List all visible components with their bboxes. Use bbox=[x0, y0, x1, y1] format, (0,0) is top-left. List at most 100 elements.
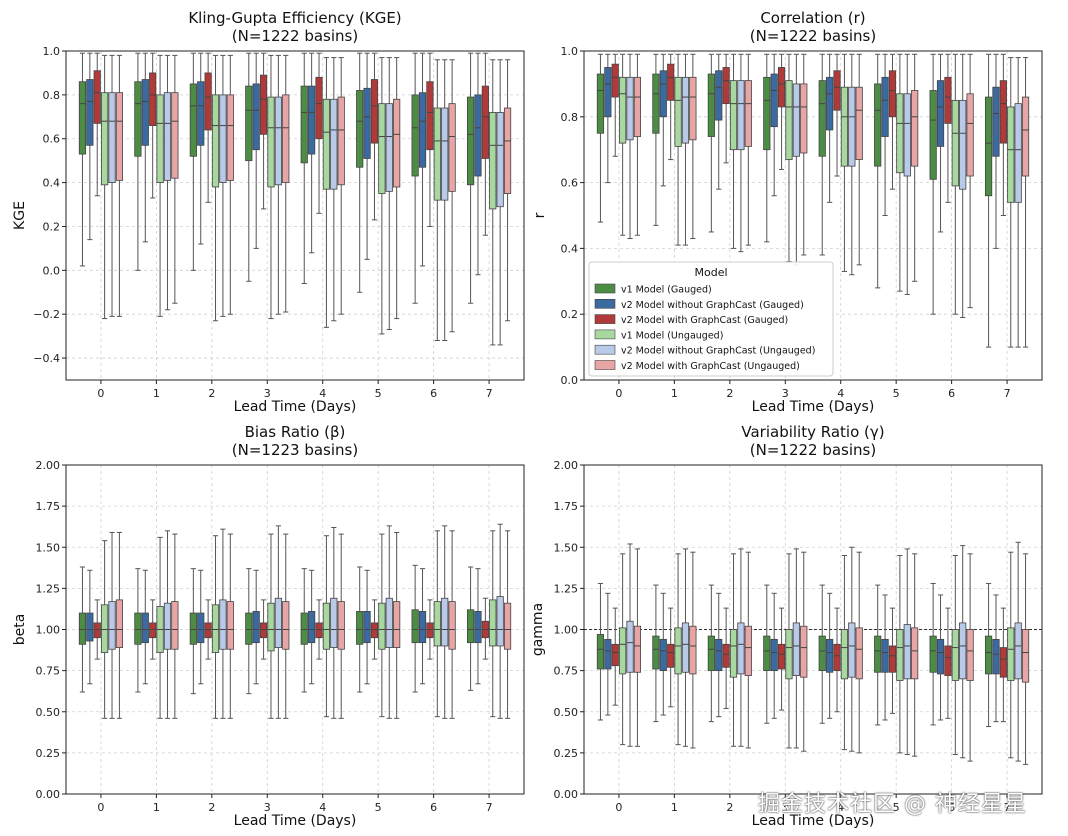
y-tick-label: 1.25 bbox=[36, 582, 61, 595]
box-gamma-s0-c0 bbox=[596, 582, 605, 721]
box-body bbox=[315, 76, 323, 140]
legend-swatch bbox=[594, 298, 616, 309]
box-kge-s2-c2 bbox=[204, 52, 212, 203]
box-body bbox=[300, 612, 308, 645]
box-body bbox=[792, 83, 800, 157]
box-body bbox=[596, 634, 605, 670]
chart-title-line: (N=1222 basins) bbox=[750, 441, 876, 459]
box-beta-s5-c2 bbox=[226, 533, 234, 719]
box-r-s3-c1 bbox=[674, 53, 682, 246]
box-kge-s0-c7 bbox=[466, 52, 475, 304]
box-body bbox=[108, 601, 116, 650]
box-kge-s0-c5 bbox=[356, 52, 364, 293]
box-body bbox=[777, 643, 786, 670]
box-body bbox=[282, 94, 290, 183]
box-beta-s0-c1 bbox=[134, 568, 142, 693]
box-beta-s2-c6 bbox=[426, 599, 434, 660]
x-axis-label: Lead Time (Days) bbox=[752, 813, 875, 829]
x-tick-label: 6 bbox=[430, 387, 437, 400]
legend-label: v1 Model (Gauged) bbox=[621, 285, 712, 296]
box-beta-s5-c1 bbox=[171, 533, 179, 719]
box-beta-s4-c0 bbox=[108, 531, 116, 719]
box-beta-s3-c6 bbox=[433, 530, 441, 718]
box-beta-s5-c7 bbox=[503, 530, 512, 719]
x-tick-label: 0 bbox=[615, 801, 622, 814]
box-body bbox=[226, 94, 234, 181]
box-beta-s4-c1 bbox=[163, 530, 172, 719]
box-body bbox=[211, 94, 220, 188]
box-body bbox=[855, 627, 863, 680]
box-body bbox=[385, 597, 393, 648]
box-r-s3-c3 bbox=[785, 53, 793, 263]
y-tick-label: 0.0 bbox=[561, 374, 579, 387]
y-tick-label: −0.4 bbox=[33, 352, 60, 365]
y-tick-label: 0.50 bbox=[36, 706, 61, 719]
box-body bbox=[792, 622, 800, 676]
box-beta-s2-c5 bbox=[370, 599, 379, 660]
box-kge-s2-c7 bbox=[481, 52, 489, 236]
box-body bbox=[267, 96, 275, 188]
box-r-s1-c4 bbox=[826, 53, 834, 203]
box-gamma-s0-c7 bbox=[984, 582, 993, 728]
box-r-s2-c1 bbox=[667, 53, 675, 161]
box-body bbox=[171, 92, 179, 179]
box-body bbox=[611, 643, 619, 667]
box-body bbox=[481, 85, 489, 159]
box-kge-s1-c7 bbox=[474, 52, 482, 276]
box-r-s4-c5 bbox=[903, 53, 911, 295]
box-r-s5-c0 bbox=[633, 53, 642, 236]
chart-title-line: Correlation (r) bbox=[760, 9, 865, 27]
box-body bbox=[770, 638, 778, 672]
box-r-s1-c7 bbox=[992, 53, 1000, 249]
box-body bbox=[999, 647, 1007, 678]
box-body bbox=[959, 99, 967, 190]
box-gamma-s2-c6 bbox=[944, 607, 952, 719]
box-body bbox=[992, 638, 1000, 675]
box-body bbox=[1007, 627, 1015, 681]
box-body bbox=[785, 80, 793, 160]
box-body bbox=[707, 635, 715, 672]
box-body bbox=[134, 612, 142, 645]
legend-label: v1 Model (Ungauged) bbox=[621, 330, 723, 341]
y-tick-label: 0.0 bbox=[43, 264, 61, 277]
box-r-s0-c7 bbox=[984, 53, 993, 348]
y-tick-label: 0.25 bbox=[36, 747, 61, 760]
box-kge-s4-c3 bbox=[274, 54, 282, 315]
box-body bbox=[633, 76, 642, 137]
box-beta-s3-c2 bbox=[211, 535, 220, 719]
box-body bbox=[652, 635, 660, 670]
box-r-s4-c3 bbox=[792, 53, 800, 266]
box-kge-s4-c7 bbox=[496, 59, 504, 346]
x-tick-label: 2 bbox=[726, 801, 733, 814]
box-body bbox=[826, 76, 834, 131]
legend-swatch bbox=[594, 360, 616, 370]
legend-label: v2 Model with GraphCast (Gauged) bbox=[621, 315, 788, 326]
box-gamma-s3-c0 bbox=[619, 553, 627, 746]
box-body bbox=[951, 629, 959, 681]
box-r-s3-c5 bbox=[896, 53, 904, 292]
box-body bbox=[785, 629, 793, 680]
box-r-s5-c7 bbox=[1021, 57, 1030, 348]
box-body bbox=[441, 107, 449, 201]
box-kge-s3-c1 bbox=[156, 54, 164, 317]
box-gamma-s2-c4 bbox=[833, 607, 841, 713]
x-tick-label: 0 bbox=[97, 801, 104, 814]
legend-title: Model bbox=[694, 266, 727, 279]
x-tick-label: 1 bbox=[153, 387, 160, 400]
box-body bbox=[115, 599, 124, 648]
box-r-s2-c7 bbox=[999, 53, 1007, 216]
box-body bbox=[385, 103, 393, 192]
legend-label: v2 Model with GraphCast (Ungauged) bbox=[621, 361, 800, 372]
box-body bbox=[141, 79, 149, 146]
legend-swatch bbox=[594, 283, 616, 294]
x-tick-label: 7 bbox=[1004, 801, 1011, 814]
box-body bbox=[818, 80, 826, 157]
box-body bbox=[833, 70, 841, 111]
box-body bbox=[744, 80, 752, 147]
box-beta-s3-c1 bbox=[156, 536, 164, 719]
box-gamma-s1-c6 bbox=[936, 594, 945, 721]
box-r-s4-c0 bbox=[626, 53, 634, 240]
box-body bbox=[448, 103, 456, 192]
box-beta-s5-c3 bbox=[282, 533, 290, 719]
y-tick-label: 0.6 bbox=[561, 177, 579, 190]
